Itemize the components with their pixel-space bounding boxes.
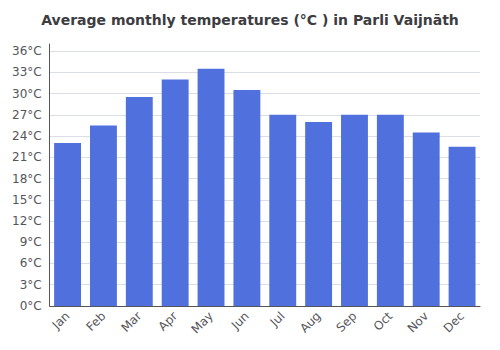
svg-text:Sep: Sep xyxy=(334,309,360,335)
svg-text:Aug: Aug xyxy=(297,309,323,335)
svg-text:Apr: Apr xyxy=(156,309,181,334)
svg-text:9°C: 9°C xyxy=(20,235,42,249)
svg-text:21°C: 21°C xyxy=(12,150,42,164)
svg-text:30°C: 30°C xyxy=(12,87,42,101)
svg-text:Jan: Jan xyxy=(49,309,73,333)
svg-text:Nov: Nov xyxy=(405,309,431,335)
svg-text:33°C: 33°C xyxy=(12,65,42,79)
svg-text:Feb: Feb xyxy=(83,309,108,334)
svg-text:Dec: Dec xyxy=(441,309,467,335)
svg-text:36°C: 36°C xyxy=(12,44,42,58)
svg-text:Oct: Oct xyxy=(371,309,396,334)
svg-text:Average monthly temperatures (: Average monthly temperatures (°C ) in Pa… xyxy=(41,12,459,28)
svg-text:18°C: 18°C xyxy=(12,172,42,186)
svg-text:27°C: 27°C xyxy=(12,108,42,122)
svg-text:12°C: 12°C xyxy=(12,214,42,228)
svg-text:Mar: Mar xyxy=(118,309,144,335)
svg-text:3°C: 3°C xyxy=(20,278,42,292)
svg-text:6°C: 6°C xyxy=(20,256,42,270)
svg-text:Jun: Jun xyxy=(228,309,252,333)
svg-text:Jul: Jul xyxy=(267,309,288,330)
svg-text:15°C: 15°C xyxy=(12,193,42,207)
svg-text:24°C: 24°C xyxy=(12,129,42,143)
svg-text:May: May xyxy=(189,309,216,336)
svg-text:0°C: 0°C xyxy=(20,299,42,313)
